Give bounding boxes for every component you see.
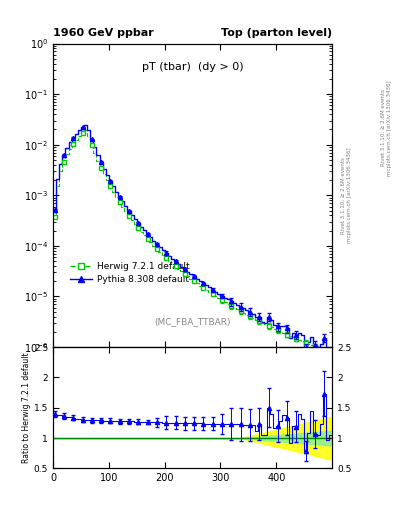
Text: Rivet 3.1.10; ≥ 2.6M events: Rivet 3.1.10; ≥ 2.6M events [381, 90, 386, 166]
Text: (MC_FBA_TTBAR): (MC_FBA_TTBAR) [154, 317, 231, 326]
Text: Top (parton level): Top (parton level) [221, 28, 332, 38]
Y-axis label: Ratio to Herwig 7.2.1 default: Ratio to Herwig 7.2.1 default [22, 352, 31, 463]
Text: 1960 GeV ppbar: 1960 GeV ppbar [53, 28, 154, 38]
Legend: Herwig 7.2.1 default, Pythia 8.308 default: Herwig 7.2.1 default, Pythia 8.308 defau… [66, 258, 193, 288]
Text: mcplots.cern.ch [arXiv:1306.3436]: mcplots.cern.ch [arXiv:1306.3436] [387, 80, 391, 176]
Y-axis label: Rivet 3.1.10; ≥ 2.6M events
mcplots.cern.ch [arXiv:1306.3436]: Rivet 3.1.10; ≥ 2.6M events mcplots.cern… [341, 147, 352, 243]
Text: pT (tbar)  (dy > 0): pT (tbar) (dy > 0) [142, 62, 243, 72]
